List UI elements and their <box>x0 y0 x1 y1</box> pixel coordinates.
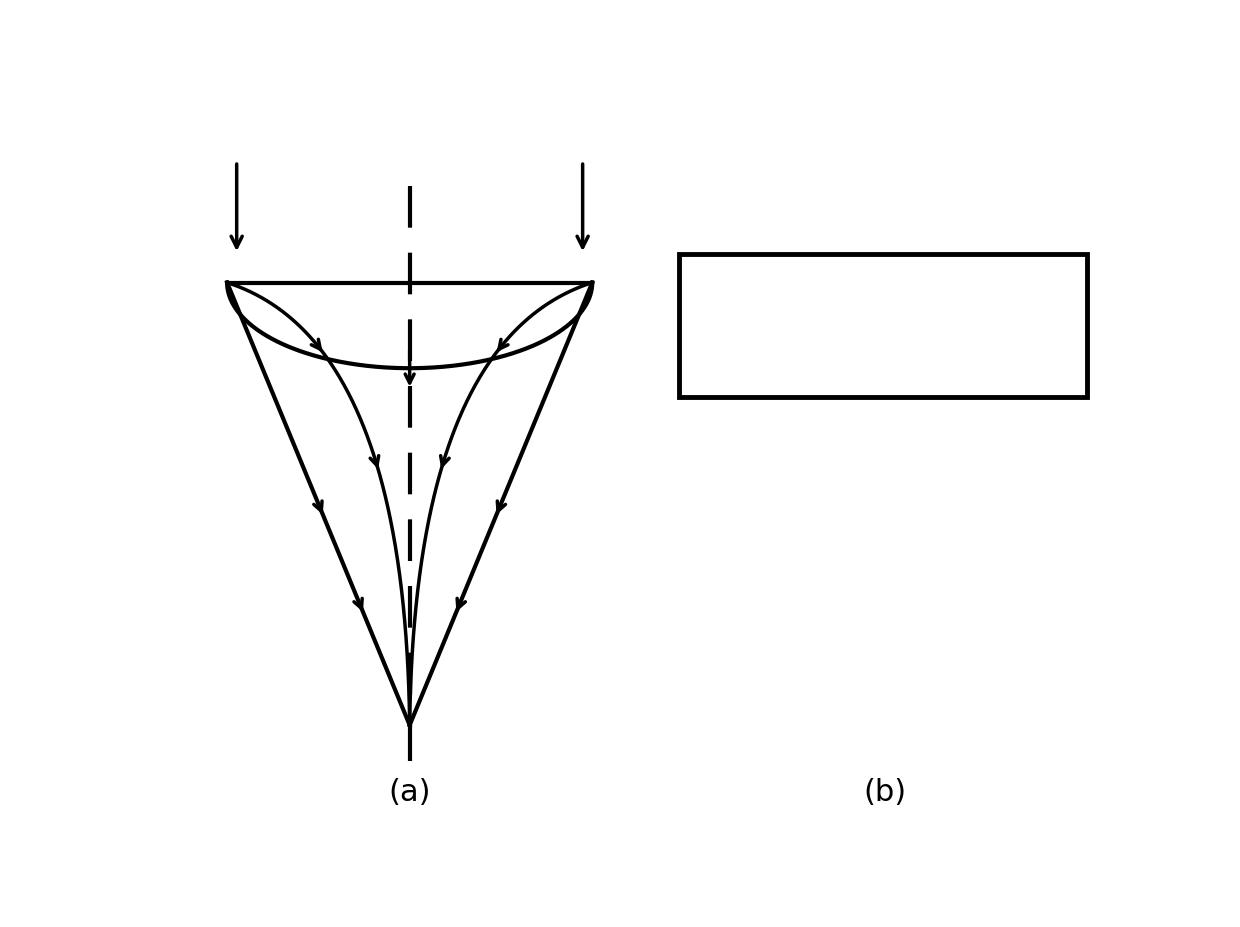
Bar <box>678 254 1087 397</box>
Text: (a): (a) <box>388 778 432 807</box>
Text: (b): (b) <box>864 778 906 807</box>
